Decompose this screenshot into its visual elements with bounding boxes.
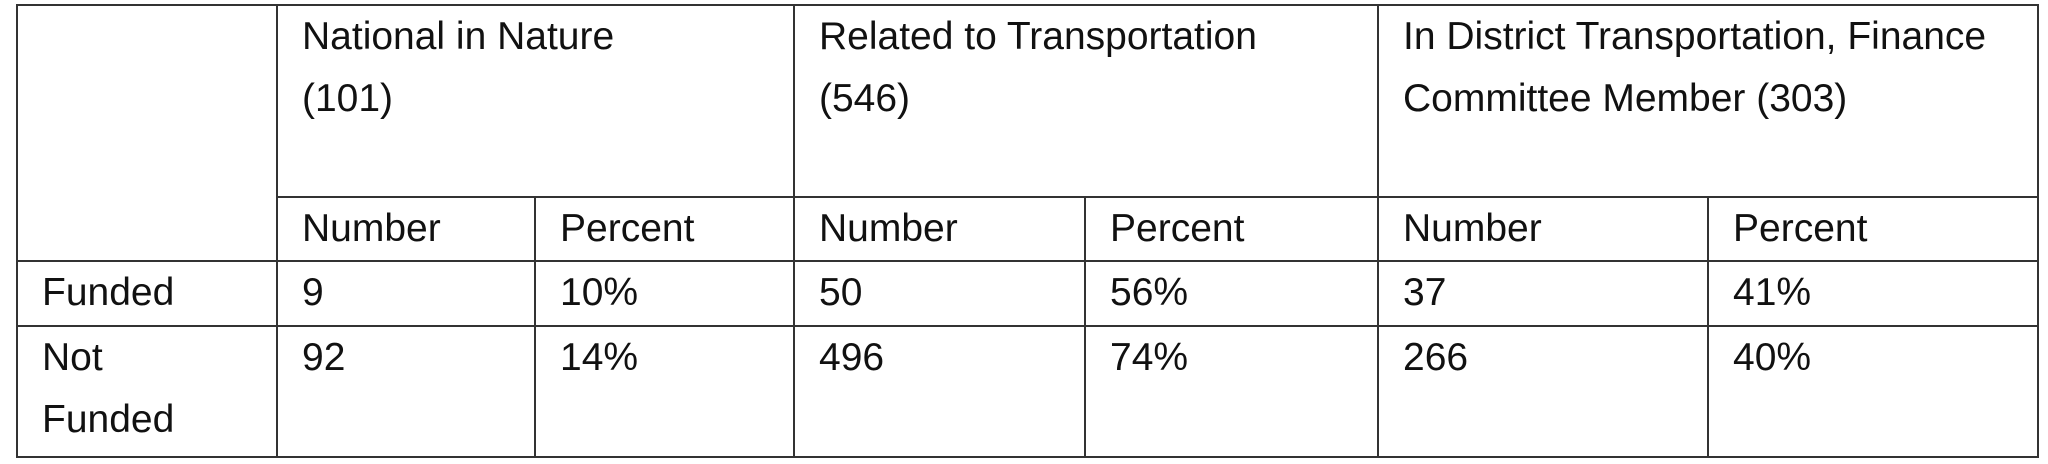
group-label: In District Transportation, Finance Comm… bbox=[1403, 15, 1987, 120]
subheader: Percent bbox=[1707, 196, 2039, 262]
row-label-cell: Not Funded bbox=[16, 325, 278, 458]
group-header: Related to Transportation (546) bbox=[793, 4, 1379, 198]
group-label: Related to Transportation (546) bbox=[819, 15, 1257, 120]
data-row: Not Funded 92 14% 496 74% 266 40% bbox=[16, 325, 2039, 458]
subheader-row: Number Percent Number Percent Number Per… bbox=[17, 196, 2039, 262]
subheader: Number bbox=[276, 196, 536, 262]
cell: 50 bbox=[793, 260, 1086, 327]
group-header: National in Nature (101) bbox=[276, 4, 795, 198]
group-header: In District Transportation, Finance Comm… bbox=[1377, 4, 2039, 198]
group-label: National in Nature (101) bbox=[302, 15, 615, 120]
cell: 41% bbox=[1707, 260, 2039, 327]
subheader: Number bbox=[1377, 196, 1709, 262]
subheader: Percent bbox=[534, 196, 795, 262]
row-label: Not Funded bbox=[42, 336, 175, 441]
data-table: National in Nature (101) Related to Tran… bbox=[16, 4, 2039, 458]
subheader: Percent bbox=[1084, 196, 1379, 262]
cell: 74% bbox=[1084, 325, 1379, 458]
row-label-cell: Funded bbox=[16, 260, 278, 327]
cell: 496 bbox=[793, 325, 1086, 458]
row-label: Funded bbox=[42, 271, 175, 314]
cell: 40% bbox=[1707, 325, 2039, 458]
cell: 9 bbox=[276, 260, 536, 327]
cell: 37 bbox=[1377, 260, 1709, 327]
cell: 92 bbox=[276, 325, 536, 458]
cell: 266 bbox=[1377, 325, 1709, 458]
corner-cell bbox=[16, 4, 278, 262]
data-row: Funded 9 10% 50 56% 37 41% bbox=[16, 260, 2039, 327]
cell: 10% bbox=[534, 260, 795, 327]
header-row: National in Nature (101) Related to Tran… bbox=[16, 4, 2039, 262]
subheader: Number bbox=[793, 196, 1086, 262]
cell: 14% bbox=[534, 325, 795, 458]
cell: 56% bbox=[1084, 260, 1379, 327]
